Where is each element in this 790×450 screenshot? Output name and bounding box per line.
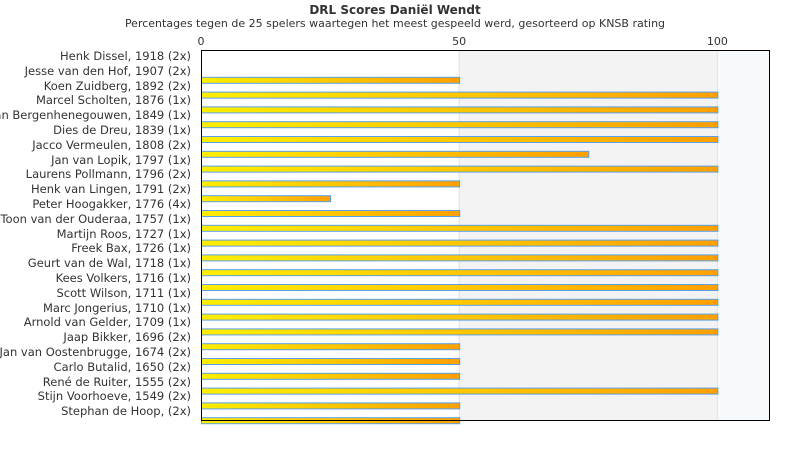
y-label-row: Jacco Vermeulen, 1808 (2x) — [0, 138, 191, 152]
y-category-label: Kees Volkers, 1716 (1x) — [55, 271, 191, 285]
y-category-label: Jaap Bikker, 1696 (2x) — [63, 330, 191, 345]
y-label-row: Kees Volkers, 1716 (1x) — [0, 271, 191, 285]
bar — [201, 136, 719, 143]
y-label-row: Marcel Scholten, 1876 (1x) — [0, 93, 191, 107]
y-category-label: Marc Jongerius, 1710 (1x) — [42, 300, 191, 315]
x-tick-label: 100 — [706, 35, 728, 48]
y-label-row: Marc Jongerius, 1710 (1x) — [0, 301, 191, 315]
y-category-label: Koen Zuidberg, 1892 (2x) — [43, 78, 191, 93]
y-label-row: Henk van Lingen, 1791 (2x) — [0, 182, 191, 196]
bar — [201, 343, 461, 351]
y-category-label: Peter Hoogakker, 1776 (4x) — [32, 197, 191, 211]
x-tick-label: 50 — [452, 35, 467, 48]
y-label-row: Freek Bax, 1726 (1x) — [0, 241, 191, 255]
y-category-label: Henk Dissel, 1918 (2x) — [60, 49, 191, 63]
y-category-label: Stijn Voorhoeve, 1549 (2x) — [37, 389, 191, 404]
bar — [201, 239, 719, 247]
chart-title: DRL Scores Daniël Wendt — [309, 3, 481, 17]
bar — [201, 298, 719, 306]
y-label-row: Carlo Butalid, 1650 (2x) — [0, 360, 191, 374]
y-category-label: Jacco Vermeulen, 1808 (2x) — [32, 137, 191, 152]
y-label-row: Henk Dissel, 1918 (2x) — [0, 49, 191, 63]
y-label-row: Geurt van de Wal, 1718 (1x) — [0, 256, 191, 270]
y-category-label: René de Ruiter, 1555 (2x) — [42, 374, 191, 389]
y-label-row: Stijn Voorhoeve, 1549 (2x) — [0, 389, 191, 403]
bar — [201, 91, 719, 99]
y-category-label: Dies de Dreu, 1839 (1x) — [53, 123, 191, 137]
y-category-label: Jan van Lopik, 1797 (1x) — [51, 152, 191, 167]
y-label-row: Koen Zuidberg, 1892 (2x) — [0, 79, 191, 93]
y-label-row: Peter Hoogakker, 1776 (4x) — [0, 197, 191, 211]
y-category-label: Scott Wilson, 1711 (1x) — [56, 285, 192, 300]
y-label-row: Martijn Roos, 1727 (1x) — [0, 227, 191, 241]
y-label-row: Scott Wilson, 1711 (1x) — [0, 285, 192, 300]
band-50-100 — [459, 50, 718, 420]
y-label-row: van Bergenhenegouwen, 1849 (1x) — [0, 108, 191, 122]
bar — [201, 387, 719, 395]
y-label-row: Arnold van Gelder, 1709 (1x) — [0, 315, 191, 329]
y-label-row: Laurens Pollmann, 1796 (2x) — [0, 167, 191, 181]
bar — [201, 254, 719, 262]
bar — [201, 328, 719, 336]
chart-subtitle: Percentages tegen de 25 spelers waartege… — [124, 17, 666, 30]
bar — [201, 284, 719, 291]
bar — [201, 313, 719, 321]
y-category-label: Henk van Lingen, 1791 (2x) — [30, 182, 191, 197]
y-label-row: Toon van der Ouderaa, 1757 (1x) — [0, 212, 191, 226]
y-label-row: René de Ruiter, 1555 (2x) — [0, 375, 191, 389]
y-label-row: t-Jan van Oostenbrugge, 1674 (2x) — [0, 345, 191, 359]
bar — [201, 372, 461, 380]
y-category-label: Laurens Pollmann, 1796 (2x) — [25, 167, 191, 182]
bar — [201, 150, 590, 158]
y-category-label: Toon van der Ouderaa, 1757 (1x) — [0, 211, 191, 226]
bar — [201, 358, 461, 365]
plot-border — [201, 50, 770, 421]
y-category-label: Geurt van de Wal, 1718 (1x) — [27, 256, 191, 271]
bar — [201, 269, 719, 277]
y-label-row: Dies de Dreu, 1839 (1x) — [0, 123, 191, 137]
x-tick-label: 0 — [197, 35, 205, 48]
bar — [201, 195, 332, 203]
y-label-row: Jan van Lopik, 1797 (1x) — [0, 153, 191, 167]
bar — [201, 180, 461, 188]
y-category-label: Jesse van den Hof, 1907 (2x) — [24, 63, 191, 78]
bar — [201, 224, 719, 232]
bar — [201, 76, 461, 84]
bar — [201, 121, 719, 129]
y-category-label: Marcel Scholten, 1876 (1x) — [35, 93, 191, 108]
bar — [201, 165, 719, 173]
y-category-label: Stephan de Hoop, (2x) — [61, 404, 191, 419]
y-label-row: Jesse van den Hof, 1907 (2x) — [0, 64, 191, 78]
y-category-label: Arnold van Gelder, 1709 (1x) — [23, 315, 191, 330]
y-label-row: Jaap Bikker, 1696 (2x) — [0, 330, 191, 344]
bar — [201, 402, 461, 410]
bar — [201, 210, 461, 217]
y-category-label: Martijn Roos, 1727 (1x) — [56, 226, 191, 241]
y-label-row: Stephan de Hoop, (2x) — [0, 404, 191, 418]
y-category-label: t-Jan van Oostenbrugge, 1674 (2x) — [0, 345, 191, 359]
y-category-label: van Bergenhenegouwen, 1849 (1x) — [0, 108, 191, 123]
y-category-label: Freek Bax, 1726 (1x) — [71, 241, 191, 256]
bar — [201, 106, 719, 114]
band-100-plus — [717, 50, 769, 420]
y-category-label: Carlo Butalid, 1650 (2x) — [53, 359, 191, 374]
